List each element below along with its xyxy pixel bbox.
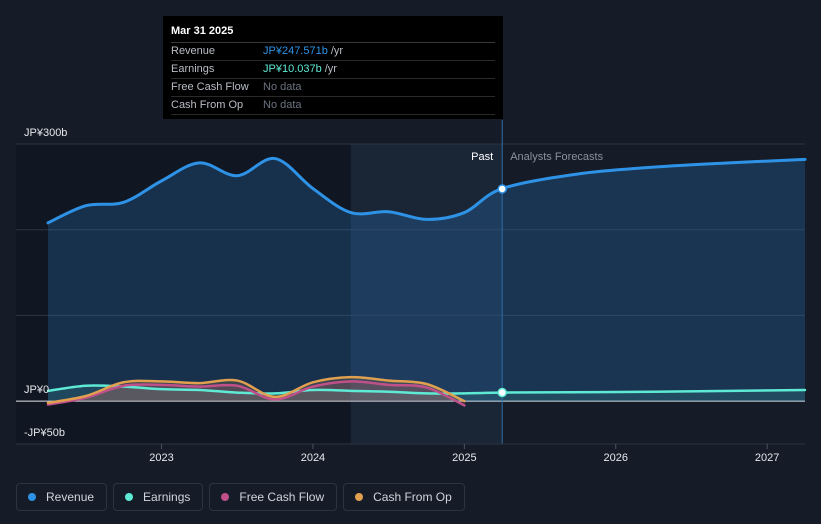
legend-dot-icon: [28, 493, 36, 501]
free-cash-flow-line: [46, 380, 466, 407]
tooltip: Mar 31 2025 Revenue JP¥247.571b /yr Earn…: [163, 16, 503, 119]
legend-item-earnings[interactable]: Earnings: [113, 483, 204, 511]
tooltip-row-earnings: Earnings JP¥10.037b /yr: [171, 61, 495, 79]
tooltip-row-revenue: Revenue JP¥247.571b /yr: [171, 43, 495, 61]
cash-from-op-line: [46, 375, 466, 405]
legend-dot-icon: [125, 493, 134, 501]
y-tick-label-bottom: -JP¥50b: [24, 427, 65, 439]
legend-label: Cash From Op: [373, 490, 452, 504]
legend: Revenue Earnings Free Cash Flow Cash Fro…: [16, 483, 465, 511]
earnings-line: [46, 384, 807, 395]
x-tick-label: 2025: [452, 452, 476, 464]
series-markers: [497, 184, 507, 398]
y-tick-label-top: JP¥300b: [24, 127, 67, 139]
earnings-area: [48, 385, 805, 402]
legend-label: Revenue: [46, 490, 95, 504]
legend-dot-icon: [221, 493, 230, 501]
x-tick-label: 2027: [755, 452, 779, 464]
revenue-marker: [497, 184, 507, 194]
forecast-label: Analysts Forecasts: [510, 151, 603, 163]
revenue-area: [48, 158, 805, 402]
x-axis: 2023 2024 2025 2026 2027: [16, 443, 805, 464]
earnings-marker: [497, 387, 507, 398]
tooltip-label: Revenue: [171, 45, 216, 57]
y-tick-label-zero: JP¥0: [24, 384, 49, 396]
revenue-line: [46, 157, 807, 225]
tooltip-row-cash-from-op: Cash From Op No data: [171, 97, 495, 115]
legend-item-free-cash-flow[interactable]: Free Cash Flow: [209, 483, 338, 511]
tooltip-value: No data: [263, 81, 302, 93]
legend-label: Earnings: [143, 490, 191, 504]
x-tick-label: 2023: [149, 452, 173, 464]
tooltip-label: Earnings: [171, 63, 215, 75]
tooltip-value: JP¥247.571b: [263, 45, 328, 57]
tooltip-value: No data: [263, 99, 302, 111]
tooltip-unit: /yr: [330, 45, 344, 57]
tooltip-label: Free Cash Flow: [171, 81, 249, 93]
x-tick-label: 2026: [604, 452, 628, 464]
tooltip-row-free-cash-flow: Free Cash Flow No data: [171, 79, 495, 97]
legend-label: Free Cash Flow: [239, 490, 325, 504]
legend-item-cash-from-op[interactable]: Cash From Op: [343, 483, 465, 511]
series-lines: [46, 157, 807, 407]
tooltip-value: JP¥10.037b: [263, 63, 322, 75]
tooltip-label: Cash From Op: [171, 99, 244, 111]
tooltip-unit: /yr: [324, 63, 337, 75]
tooltip-date: Mar 31 2025: [171, 24, 495, 43]
chart: Past Analysts Forecasts JP¥300b JP¥0 -JP…: [16, 120, 807, 464]
legend-dot-icon: [355, 493, 364, 501]
legend-item-revenue[interactable]: Revenue: [16, 483, 108, 511]
past-label: Past: [471, 151, 493, 163]
x-tick-label: 2024: [301, 452, 325, 464]
